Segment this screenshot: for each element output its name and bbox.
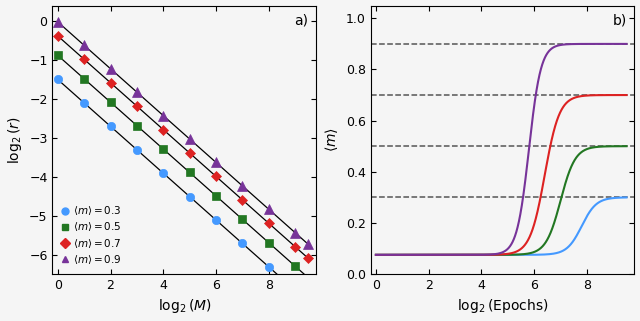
X-axis label: $\log_2(M)$: $\log_2(M)$	[157, 298, 211, 316]
Text: a): a)	[294, 13, 308, 28]
Text: b): b)	[612, 13, 627, 28]
X-axis label: $\log_2(\mathrm{Epochs})$: $\log_2(\mathrm{Epochs})$	[457, 298, 548, 316]
Legend: $\langle m\rangle = 0.3$, $\langle m\rangle = 0.5$, $\langle m\rangle = 0.7$, $\: $\langle m\rangle = 0.3$, $\langle m\ran…	[58, 201, 125, 269]
Y-axis label: $\log_2(r)$: $\log_2(r)$	[6, 116, 24, 163]
Y-axis label: $\langle m\rangle$: $\langle m\rangle$	[323, 127, 340, 152]
